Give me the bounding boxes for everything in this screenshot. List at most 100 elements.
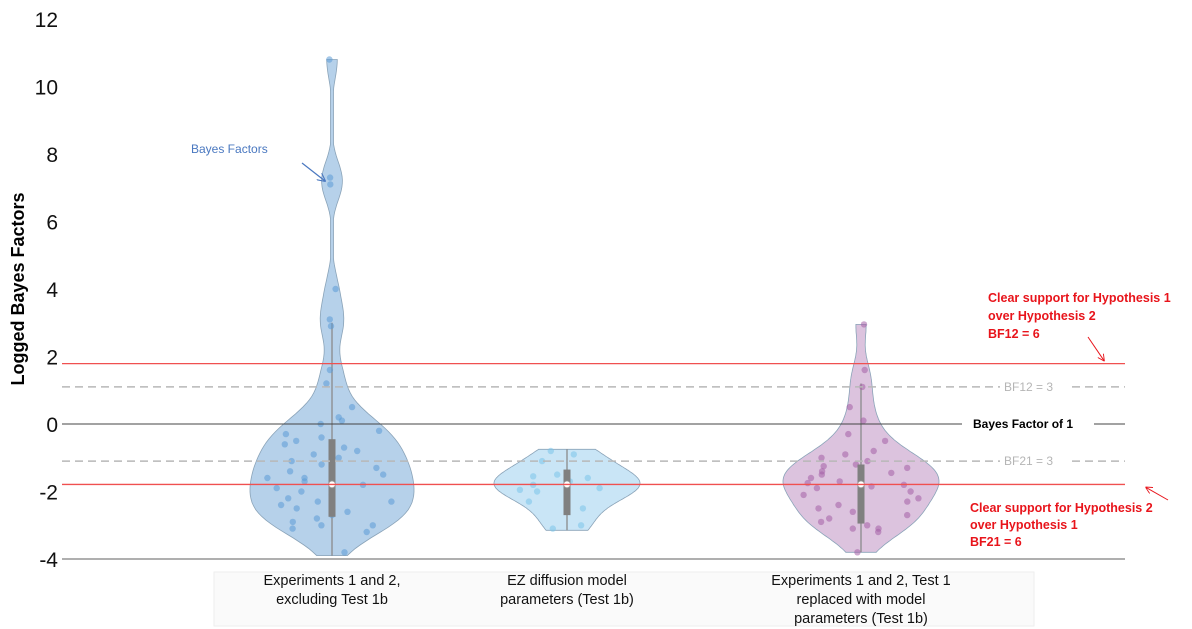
data-point (293, 437, 300, 445)
data-point (282, 430, 290, 438)
data-point (864, 522, 871, 529)
violin-group-2: EZ diffusion model parameters (Test 1b) (493, 447, 641, 608)
data-point (807, 474, 815, 482)
ref-label-bf12-6: Clear support for Hypothesis 1 (988, 291, 1171, 305)
data-point (318, 434, 325, 441)
ref-label-bf21-6: BF21 = 6 (970, 535, 1022, 549)
data-point (870, 447, 877, 455)
data-point (849, 508, 856, 515)
data-point (332, 285, 339, 293)
data-point (327, 322, 335, 330)
data-point (904, 498, 911, 505)
data-point (286, 468, 294, 475)
data-point (326, 366, 334, 374)
data-point (369, 522, 376, 529)
data-point (344, 508, 351, 515)
data-point (298, 488, 305, 495)
data-point (835, 501, 842, 509)
data-point (375, 427, 383, 434)
data-point (845, 430, 852, 438)
data-point (904, 464, 911, 472)
data-point (538, 457, 546, 465)
data-point (817, 518, 825, 526)
data-point (348, 403, 356, 411)
ref-label-bf21-6: Clear support for Hypothesis 2 (970, 501, 1153, 515)
ref-arrow-bf21-6 (1146, 487, 1169, 501)
ref-label-bf21-3: BF21 = 3 (1004, 454, 1053, 468)
data-point (326, 174, 334, 181)
data-point (904, 511, 911, 519)
data-point (289, 525, 296, 532)
data-point (335, 454, 342, 461)
data-point (363, 528, 370, 536)
y-tick-label: 2 (46, 347, 58, 370)
violin-box (857, 464, 865, 524)
data-point (849, 525, 856, 532)
data-point (341, 549, 348, 556)
data-point (288, 457, 295, 465)
data-point (826, 515, 833, 522)
ref-label-bf12-6: over Hypothesis 2 (988, 309, 1096, 323)
y-tick-label: 10 (35, 77, 58, 100)
data-point (285, 495, 292, 502)
ref-label-bf12-3: BF12 = 3 (1004, 380, 1053, 394)
data-point (327, 181, 334, 188)
data-point (335, 414, 342, 421)
category-label-panel (213, 571, 1035, 627)
data-point (547, 447, 554, 455)
ref-label-bf12-6: BF12 = 6 (988, 327, 1040, 341)
y-axis-label: Logged Bayes Factors (8, 192, 28, 385)
data-point (815, 505, 822, 512)
data-point (549, 525, 556, 532)
data-point (354, 447, 361, 455)
data-point (525, 498, 533, 505)
data-point (273, 484, 280, 492)
data-point (579, 505, 587, 512)
y-tick-label: 0 (46, 414, 58, 437)
data-point (313, 515, 321, 522)
data-point (836, 478, 843, 485)
data-point (577, 522, 585, 529)
data-point (875, 525, 882, 532)
ref-label-bf1: Bayes Factor of 1 (973, 417, 1073, 431)
data-point (380, 471, 387, 478)
category-label: Experiments 1 and 2, Test 1 (771, 573, 950, 589)
category-label: Experiments 1 and 2, (263, 573, 400, 589)
y-tick-label: 8 (46, 144, 58, 167)
data-point (860, 417, 867, 424)
category-label: excluding Test 1b (276, 592, 388, 608)
data-point (314, 498, 321, 505)
data-point (301, 474, 308, 482)
data-point (861, 366, 868, 374)
data-point (554, 471, 561, 478)
data-point (326, 316, 333, 323)
data-point (800, 491, 807, 499)
data-point (842, 451, 849, 458)
category-label: replaced with model (797, 592, 926, 608)
data-point (318, 461, 325, 468)
data-point (323, 380, 330, 387)
data-point (318, 522, 325, 529)
data-point (533, 488, 541, 495)
category-label: parameters (Test 1b) (794, 611, 928, 627)
data-point (281, 441, 288, 448)
data-point (277, 501, 285, 509)
violin-box (563, 469, 571, 516)
data-point (264, 474, 271, 482)
data-point (820, 463, 827, 470)
data-point (388, 498, 395, 505)
violin-group-3: Experiments 1 and 2, Test 1 replaced with… (771, 321, 951, 627)
data-point (818, 454, 825, 461)
data-point (860, 321, 868, 328)
category-label: parameters (Test 1b) (500, 592, 634, 608)
y-tick-label: 12 (35, 9, 58, 32)
data-point (818, 468, 826, 475)
ref-label-bf21-6: over Hypothesis 1 (970, 518, 1078, 532)
data-point (907, 488, 914, 495)
data-point (530, 473, 537, 480)
data-point (596, 484, 603, 492)
data-point (854, 549, 861, 556)
data-point (864, 457, 871, 465)
y-tick-label: 6 (46, 212, 58, 235)
